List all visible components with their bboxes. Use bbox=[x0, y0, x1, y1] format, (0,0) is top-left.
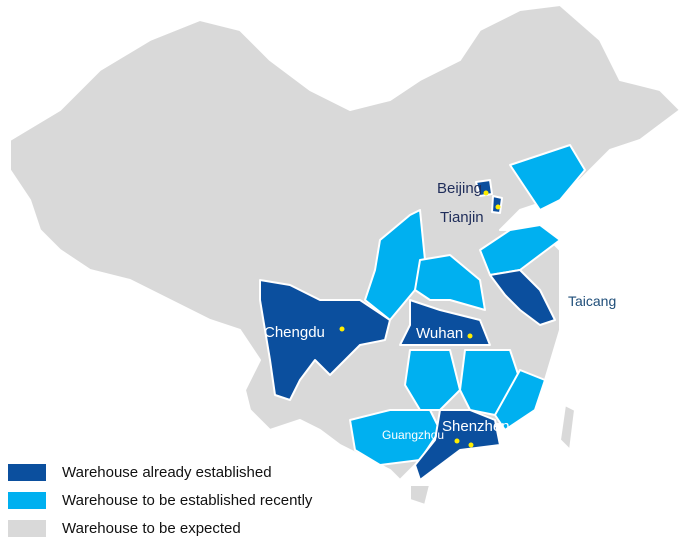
city-label-chengdu: Chengdu bbox=[264, 324, 325, 341]
city-label-shenzhen: Shenzhen bbox=[442, 418, 510, 435]
region-hubei bbox=[399, 299, 491, 346]
china-outline bbox=[9, 4, 681, 481]
city-dot-beijing bbox=[483, 190, 489, 196]
region-guangdong bbox=[414, 409, 501, 481]
legend-swatch-established bbox=[8, 463, 46, 481]
map-legend: Warehouse already established Warehouse … bbox=[8, 458, 312, 542]
legend-item-expected: Warehouse to be expected bbox=[8, 514, 312, 542]
region-taiwan bbox=[559, 404, 576, 451]
region-liaoning bbox=[509, 144, 586, 211]
legend-item-established: Warehouse already established bbox=[8, 458, 312, 486]
legend-item-recent: Warehouse to be established recently bbox=[8, 486, 312, 514]
region-tianjin bbox=[491, 195, 503, 214]
city-dot-wuhan bbox=[467, 333, 473, 339]
legend-label: Warehouse to be expected bbox=[62, 519, 241, 537]
city-label-taicang: Taicang bbox=[568, 293, 616, 309]
legend-swatch-expected bbox=[8, 519, 46, 537]
city-label-beijing: Beijing bbox=[437, 180, 482, 197]
region-henan bbox=[414, 254, 486, 311]
city-label-wuhan: Wuhan bbox=[416, 325, 463, 342]
city-dot-guangzhou bbox=[454, 438, 460, 444]
legend-swatch-recent bbox=[8, 491, 46, 509]
city-dot-chengdu bbox=[339, 326, 345, 332]
city-label-tianjin: Tianjin bbox=[440, 209, 484, 226]
legend-label: Warehouse already established bbox=[62, 463, 272, 481]
city-dot-shenzhen bbox=[468, 442, 474, 448]
city-label-guangzhou: Guangzhou bbox=[382, 428, 444, 442]
legend-label: Warehouse to be established recently bbox=[62, 491, 313, 509]
region-fujian bbox=[494, 369, 546, 431]
region-hainan bbox=[409, 484, 431, 506]
region-sichuan bbox=[259, 279, 391, 401]
region-jiangsu bbox=[489, 269, 556, 326]
city-dot-tianjin bbox=[495, 204, 501, 210]
